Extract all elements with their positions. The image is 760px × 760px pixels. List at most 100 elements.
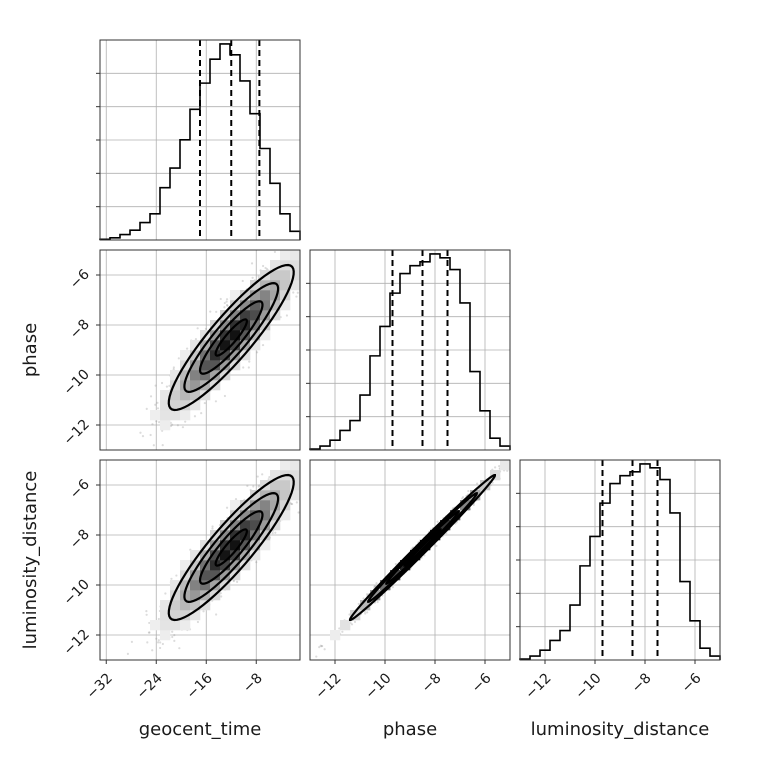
- sample-point: [321, 252, 323, 254]
- sample-point: [353, 620, 357, 623]
- sample-point: [168, 384, 171, 387]
- sample-point: [211, 525, 214, 528]
- density-bin: [170, 600, 181, 611]
- sample-point: [312, 251, 314, 253]
- density-bin: [220, 320, 231, 331]
- sample-point: [209, 310, 212, 313]
- sample-point: [267, 478, 270, 481]
- sample-point: [323, 648, 326, 651]
- sample-point: [290, 502, 293, 505]
- sample-point: [312, 469, 314, 471]
- sample-point: [145, 407, 148, 410]
- sample-point: [160, 381, 164, 385]
- sample-point: [147, 631, 151, 634]
- sample-point: [295, 295, 298, 298]
- density-bin: [290, 250, 300, 261]
- ytick-label-phase: −6: [67, 266, 93, 292]
- sample-point: [177, 357, 180, 360]
- sample-point: [211, 527, 214, 530]
- grid-phase-luminosity_distance: [310, 460, 510, 660]
- density-bin: [160, 410, 171, 421]
- sample-point: [307, 472, 309, 474]
- xtick-label-phase: −8: [419, 670, 445, 696]
- density-bin: [190, 570, 201, 581]
- xtick-label-geocent_time: −8: [240, 670, 266, 696]
- x-axis-label-phase: phase: [383, 719, 437, 740]
- sample-point: [232, 579, 235, 583]
- density-bin: [220, 340, 231, 351]
- density-bin: [260, 310, 271, 321]
- sample-point: [475, 482, 479, 485]
- sample-point: [294, 245, 296, 247]
- density-bin: [260, 530, 271, 541]
- sample-point: [169, 424, 173, 428]
- sample-point: [320, 226, 322, 228]
- density-bin: [180, 410, 191, 421]
- density-bin: [250, 520, 261, 531]
- density-bin: [160, 420, 171, 431]
- density-bin: [200, 370, 211, 381]
- sample-point: [242, 366, 245, 369]
- sample-point: [152, 444, 155, 447]
- frame-phase-hist: [309, 249, 511, 451]
- density-bin: [180, 390, 191, 401]
- density-bin: [500, 460, 510, 471]
- x-axis-label-geocent_time: geocent_time: [139, 719, 262, 740]
- sample-point: [271, 532, 274, 535]
- density-bin: [250, 290, 261, 301]
- density-bin: [160, 390, 171, 401]
- sample-point: [175, 574, 178, 577]
- xtick-label-luminosity_distance: −10: [572, 670, 604, 702]
- sample-point: [264, 266, 267, 270]
- sample-point: [319, 239, 321, 241]
- density-bin: [260, 510, 271, 521]
- density-geocent_time-luminosity_distance: [150, 460, 300, 641]
- sample-point: [326, 440, 328, 442]
- density-bin: [200, 580, 211, 591]
- axes-layer: −32 −24 −16 −8 −12 −10 −8 −6 −12 −10 −8 −6−12−10−8−…: [20, 39, 721, 740]
- sample-point: [202, 610, 205, 613]
- sample-point: [220, 595, 223, 598]
- sample-point: [176, 424, 180, 427]
- sample-point: [320, 645, 323, 648]
- sample-point: [157, 617, 160, 621]
- density-bin: [280, 460, 291, 471]
- sample-point: [373, 585, 376, 588]
- sample-point: [292, 291, 295, 294]
- sample-point: [149, 433, 152, 437]
- frame-luminosity_distance-hist: [519, 459, 721, 661]
- sample-point: [467, 489, 470, 493]
- ytick-label-luminosity_distance: −8: [67, 527, 93, 553]
- density-bin: [250, 340, 261, 351]
- contour-phase-luminosity_distance-1: [385, 510, 460, 585]
- ytick-label-luminosity_distance: −6: [67, 476, 93, 502]
- density-bin: [170, 620, 181, 631]
- sample-point: [219, 297, 222, 301]
- y-axis-label-phase: phase: [20, 323, 41, 377]
- density-bin: [240, 300, 251, 311]
- sample-point: [288, 246, 290, 248]
- density-bin: [260, 520, 271, 531]
- sample-point: [223, 394, 227, 398]
- density-bin: [220, 530, 231, 541]
- sample-point: [196, 327, 199, 330]
- density-bin: [250, 330, 261, 341]
- density-bin: [270, 500, 281, 511]
- sample-point: [161, 642, 164, 646]
- density-bin: [160, 620, 171, 631]
- density-bin: [200, 600, 211, 611]
- density-bin: [350, 610, 361, 621]
- density-bin: [230, 290, 241, 301]
- density-bin: [210, 570, 221, 581]
- density-bin: [360, 600, 371, 611]
- sample-point: [273, 250, 277, 254]
- density-bin: [240, 510, 251, 521]
- ytick-label-luminosity_distance: −10: [61, 577, 93, 609]
- sample-point: [247, 366, 250, 369]
- xtick-label-luminosity_distance: −8: [629, 670, 655, 696]
- sample-point: [498, 465, 501, 468]
- density-bin: [170, 590, 181, 601]
- sample-point: [196, 620, 200, 624]
- density-bin: [280, 300, 291, 311]
- sample-point: [312, 253, 314, 255]
